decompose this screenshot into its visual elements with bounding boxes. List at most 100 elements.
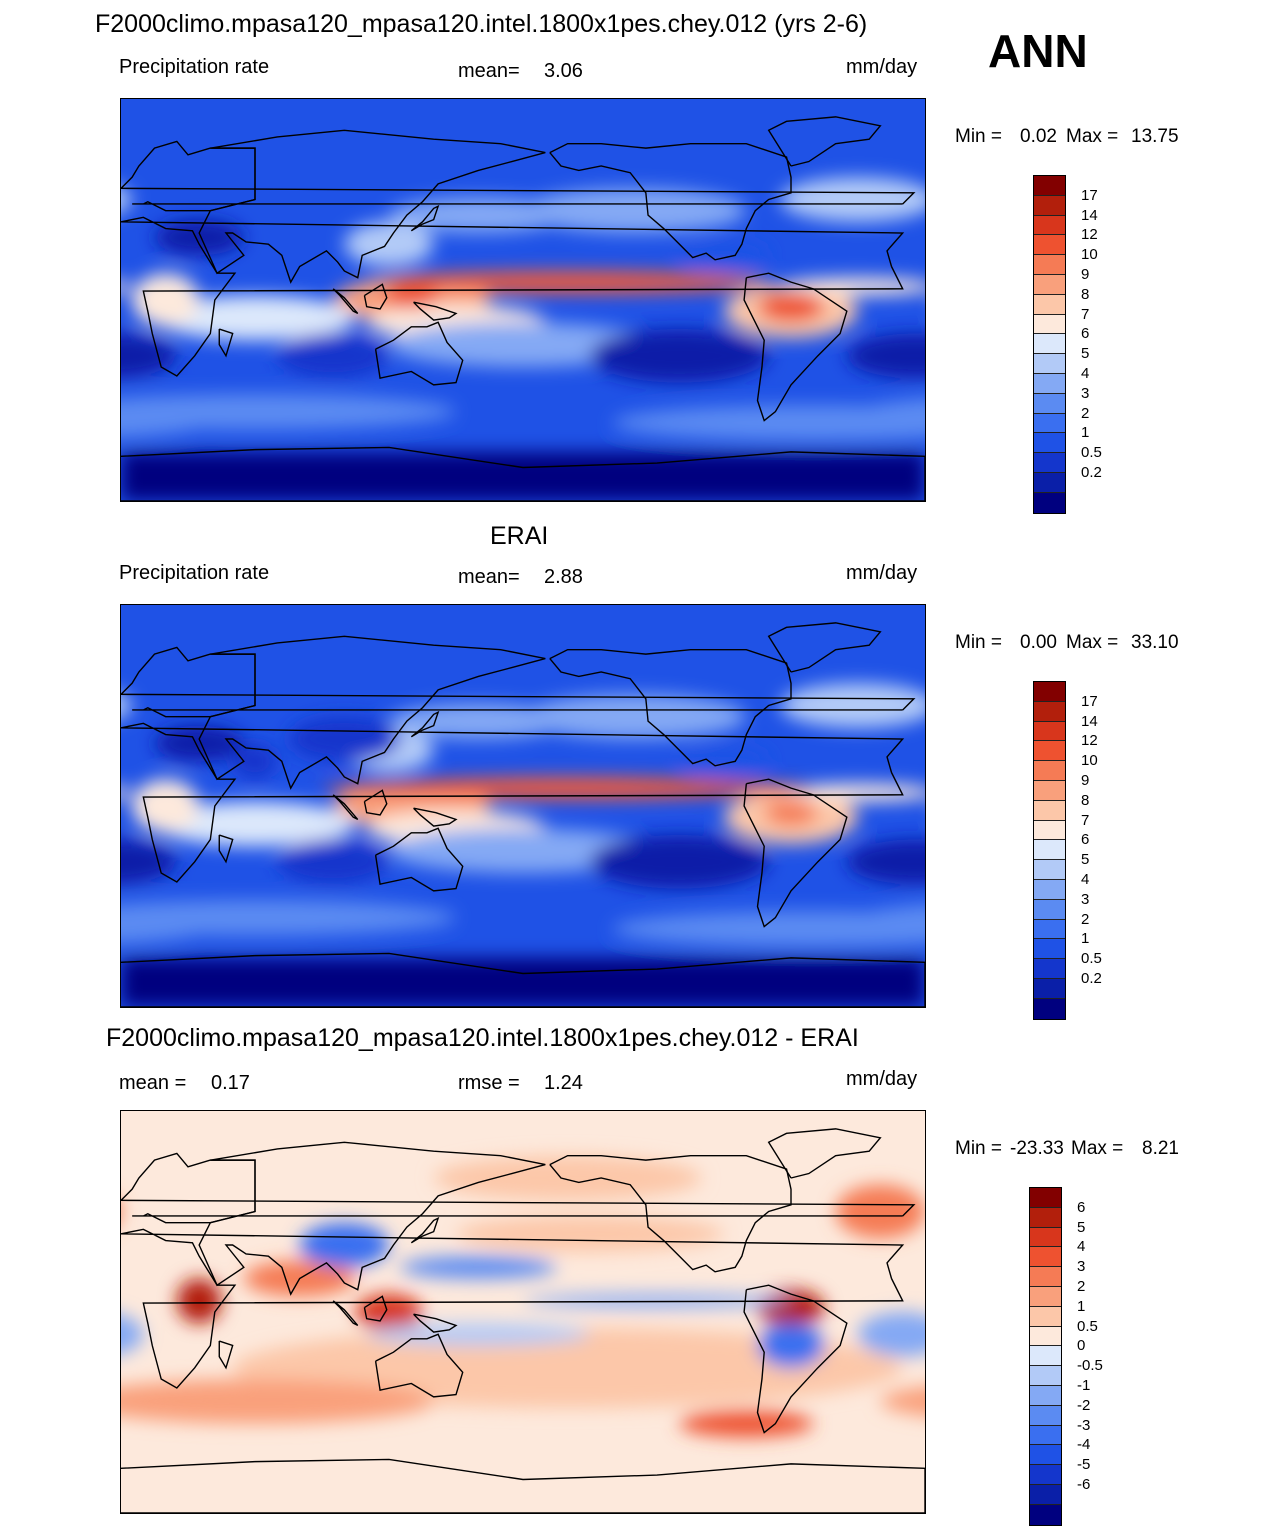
colorbar-segment [1030,1286,1061,1307]
colorbar-segment [1034,235,1065,256]
coastline [363,1295,388,1322]
colorbar-level-label: 5 [1077,1218,1086,1236]
precip-contour-blob [121,188,133,211]
precip-contour-blob [679,1410,814,1438]
coastline [332,1300,359,1327]
panel2-max-label: Max = [1066,632,1119,653]
colorbar-segment [1034,373,1065,394]
precip-contour-blob [389,273,747,292]
colorbar-level-label: 3 [1081,384,1090,402]
colorbar-segment [1034,215,1065,236]
panel2-min-label: Min = [955,632,1002,653]
precip-contour-blob [835,1184,925,1239]
colorbar-level-label: 3 [1077,1258,1086,1276]
figure-title: F2000climo.mpasa120_mpasa120.intel.1800x… [95,10,868,38]
coastlines [121,116,925,501]
coastline [332,794,359,821]
panel1-variable-label: Precipitation rate [119,56,270,78]
colorbar-segment [1030,1207,1061,1228]
colorbar-segment [1034,800,1065,821]
colorbar-level-label: 2 [1081,910,1090,928]
precip-contour-blob [322,779,814,798]
panel3-max-value: 8.21 [1142,1138,1179,1159]
precip-contour-blob [523,1294,791,1308]
precip-contour-blob [121,1314,144,1354]
colorbar-level-label: 0.2 [1081,464,1102,481]
colorbar-level-label: 4 [1081,871,1090,888]
panel3-max-label: Max = [1071,1138,1124,1159]
panel3-colorbar: 6 5 4 3 2 1 0.5 0 -0.5 -1 -2 -3 -4 -5 -6 [1029,1187,1139,1526]
colorbar-level-label: 14 [1081,712,1098,730]
precip-contour-blob [679,241,769,269]
coastline [743,1284,848,1434]
precip-contour-blob [121,788,133,798]
colorbar-segment [1034,413,1065,434]
colorbar-scale [1029,1187,1062,1526]
colorbar-segment [1030,1247,1061,1268]
panel3-min-label: Min = [955,1138,1002,1159]
panel2-mean-value: 2.88 [544,566,583,588]
precip-contour-blob [121,839,177,884]
coastline [121,952,925,1007]
coastlines [121,622,925,1007]
precip-contour-blob [121,282,133,292]
colorbar-level-label: -4 [1077,1436,1091,1454]
colorbar-segment [1034,978,1065,999]
coastlines [121,1128,925,1513]
colorbar-segment [1034,176,1065,196]
panel3-rmse-value: 1.24 [544,1072,583,1094]
precip-contour-blob [846,839,925,885]
coastline [767,116,882,167]
map-svg [121,99,925,501]
colorbar-segment [1034,354,1065,374]
coastline [767,622,882,673]
colorbar-level-label: 12 [1081,732,1098,750]
precip-contour-blob [433,1155,702,1201]
colorbar-level-label: 10 [1081,752,1098,770]
colorbar-level-label: 0 [1077,1337,1086,1355]
colorbar-level-label: 17 [1081,186,1098,204]
precip-contour-blob [154,219,244,256]
colorbar-level-label: 9 [1081,266,1090,283]
panel2-colorbar: 17 14 12 10 9 8 7 6 5 4 3 2 1 0.5 0.2 [1033,681,1143,1020]
precip-contour-blob [757,1323,825,1368]
panel1-colorbar: 17 14 12 10 9 8 7 6 5 4 3 2 1 0.5 0.2 [1033,175,1143,514]
colorbar-segment [1030,1385,1061,1406]
panel1-precip-map [120,98,926,502]
colorbar-segment [1034,721,1065,742]
colorbar-level-label: 0.5 [1077,1317,1098,1335]
panel2-units: mm/day [846,562,918,584]
colorbar-level-label: -6 [1077,1476,1091,1493]
coastline [743,778,848,928]
precip-contour-blob [121,899,456,936]
colorbar-level-label: 1 [1081,424,1090,442]
colorbar-level-label: 9 [1081,772,1090,789]
coastline [743,272,848,422]
panel2-variable-label: Precipitation rate [119,562,270,584]
precip-contour-blob [277,333,389,379]
coastline [218,328,234,358]
precip-contour-blob [121,694,133,717]
colorbar-level-label: 5 [1081,345,1090,363]
precip-contour-blob [384,282,439,309]
colorbar-level-label: 17 [1081,692,1098,710]
colorbar-level-label: 2 [1077,1278,1086,1295]
coastline [374,1333,464,1398]
colorbar-segment [1034,393,1065,414]
coastline [374,321,464,386]
colorbar-segment [1030,1346,1061,1367]
colorbar-segment [1034,998,1065,1019]
colorbar-segment [1030,1484,1061,1505]
precip-contour-blob [232,743,278,780]
coastline [332,288,359,315]
precip-contour-blob [121,393,456,430]
colorbar-level-label: 4 [1081,365,1090,382]
panel1-mean-value: 3.06 [544,60,583,82]
colorbar-level-label: -3 [1077,1416,1091,1434]
colorbar-segment [1030,1425,1061,1446]
colorbar-level-label: 6 [1081,325,1090,343]
coastline [413,807,458,827]
colorbar-scale [1033,681,1066,1020]
coastline [549,1154,792,1273]
coastline [374,827,464,892]
